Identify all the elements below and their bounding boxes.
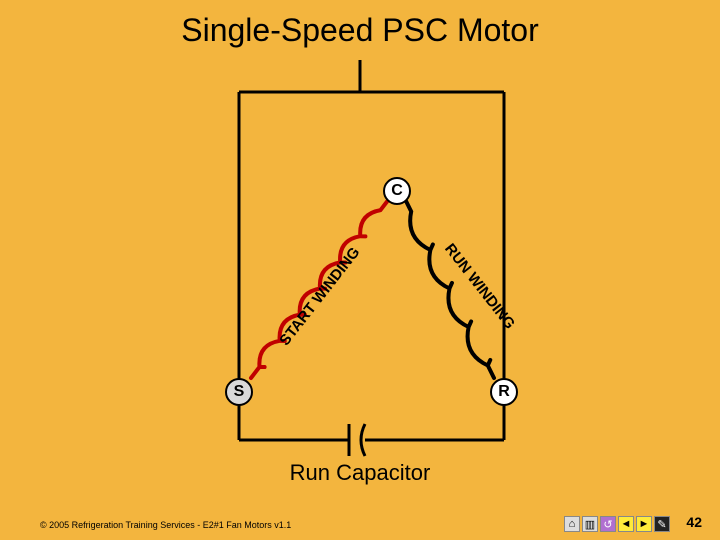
motor-diagram [0, 0, 720, 540]
nav-icons: ⌂ ▥ ↺ ◄ ► ✎ [564, 516, 670, 532]
home-icon[interactable]: ⌂ [564, 516, 580, 532]
copyright-text: © 2005 Refrigeration Training Services -… [40, 520, 291, 530]
node-start: S [225, 378, 253, 406]
run-capacitor [239, 405, 504, 456]
next-icon[interactable]: ► [636, 516, 652, 532]
node-common: C [383, 177, 411, 205]
pen-icon[interactable]: ✎ [654, 516, 670, 532]
slide-number: 42 [686, 514, 702, 530]
back-icon[interactable]: ↺ [600, 516, 616, 532]
capacitor-label: Run Capacitor [0, 460, 720, 486]
node-run: R [490, 378, 518, 406]
footer: © 2005 Refrigeration Training Services -… [0, 506, 720, 530]
doc-icon[interactable]: ▥ [582, 516, 598, 532]
prev-icon[interactable]: ◄ [618, 516, 634, 532]
